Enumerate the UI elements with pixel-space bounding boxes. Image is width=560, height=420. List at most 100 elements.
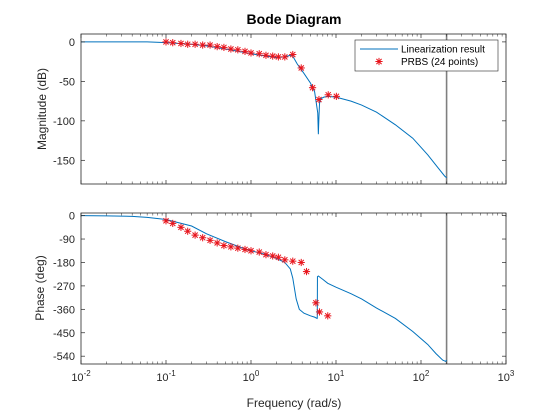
phase-y-tick-label: 0 — [69, 211, 75, 223]
x-tick-label: 10-1 — [156, 369, 176, 384]
legend-prbs-swatch — [375, 57, 383, 66]
magnitude-prbs-point — [169, 39, 177, 47]
star-stroke — [220, 44, 227, 51]
phase-prbs-point — [162, 217, 170, 225]
phase-y-ticks: 0 -90 -180 -270 -360 -450 -540 — [53, 211, 506, 363]
phase-prbs-point — [241, 245, 249, 254]
phase-prbs-point — [177, 223, 185, 231]
star-stroke — [275, 53, 282, 60]
magnitude-y-tick-label: 0 — [69, 37, 75, 49]
star-stroke — [178, 40, 184, 47]
star-stroke — [333, 93, 340, 100]
phase-prbs-point — [312, 299, 320, 307]
x-tick-label-exponent: -1 — [169, 369, 177, 378]
phase-y-tick-label: -540 — [53, 351, 75, 363]
star-stroke — [312, 299, 319, 306]
magnitude-prbs-point — [184, 40, 192, 48]
phase-series-group — [81, 213, 448, 364]
magnitude-prbs-point — [269, 52, 277, 60]
star-stroke — [242, 246, 248, 253]
x-axis-label: Frequency (rad/s) — [247, 396, 342, 410]
star-stroke — [325, 91, 332, 98]
star-stroke — [199, 234, 206, 241]
star-stroke — [256, 50, 263, 57]
phase-plot-area — [81, 213, 506, 364]
star-stroke — [242, 48, 248, 55]
star-stroke — [227, 243, 234, 250]
x-tick-label: 102 — [413, 369, 430, 384]
star-stroke — [214, 239, 221, 246]
legend-prbs-star — [375, 57, 383, 66]
star-stroke — [214, 43, 221, 50]
magnitude-prbs-point — [199, 41, 207, 49]
phase-y-tick-label: -450 — [53, 328, 75, 340]
phase-prbs-point — [234, 244, 242, 252]
legend-box — [354, 39, 499, 72]
star-stroke — [184, 228, 191, 235]
phase-prbs-point — [302, 267, 311, 276]
legend-linearization-label: Linearization result — [401, 45, 485, 56]
magnitude-x-ticks — [80, 34, 507, 184]
legend: Linearization result PRBS (24 points) — [354, 39, 499, 72]
magnitude-prbs-point — [213, 43, 221, 51]
magnitude-prbs-point — [206, 41, 214, 49]
x-tick-label-base: 10 — [413, 372, 425, 384]
star-stroke — [207, 237, 214, 244]
star-stroke — [234, 46, 241, 53]
phase-prbs-point — [315, 308, 324, 316]
star-stroke — [192, 41, 199, 48]
magnitude-prbs-point — [227, 45, 235, 53]
star-stroke — [178, 224, 184, 231]
phase-axes-box — [80, 212, 507, 365]
magnitude-prbs-point — [281, 53, 289, 61]
star-stroke — [269, 53, 276, 60]
phase-prbs-point — [184, 227, 192, 235]
star-stroke — [316, 308, 323, 315]
star-stroke — [207, 42, 214, 48]
magnitude-prbs-point — [262, 51, 270, 59]
star-stroke — [227, 46, 234, 52]
magnitude-y-ticks: 0 -50 -100 -150 — [53, 37, 506, 167]
magnitude-prbs-point — [220, 43, 228, 52]
star-stroke — [199, 42, 206, 48]
star-stroke — [281, 256, 288, 263]
x-tick-label-base: 10 — [71, 372, 83, 384]
magnitude-y-tick-label: -50 — [59, 76, 75, 88]
phase-prbs-point — [281, 256, 289, 264]
phase-y-tick-label: -90 — [59, 234, 75, 246]
star-stroke — [269, 253, 276, 259]
x-tick-label-exponent: 1 — [340, 369, 345, 378]
star-stroke — [309, 84, 316, 91]
phase-prbs-point — [206, 236, 214, 244]
star-stroke — [248, 247, 254, 254]
phase-prbs-point — [269, 252, 277, 260]
magnitude-prbs-point — [315, 95, 323, 104]
phase-prbs-point — [262, 251, 270, 259]
phase-prbs-point — [220, 241, 228, 250]
phase-prbs-point — [289, 257, 297, 265]
star-stroke — [163, 217, 169, 224]
star-stroke — [263, 251, 269, 258]
phase-content — [81, 213, 448, 364]
x-tick-label-base: 10 — [243, 372, 255, 384]
x-tick-label-exponent: 3 — [510, 369, 515, 378]
x-tick-label: 10-2 — [71, 369, 91, 384]
x-tick-label-base: 10 — [156, 372, 168, 384]
magnitude-y-tick-label: -100 — [53, 116, 75, 128]
magnitude-axes-box — [80, 33, 507, 185]
phase-linearization-line — [81, 215, 447, 363]
phase-prbs-point — [247, 247, 255, 255]
star-stroke — [163, 38, 169, 45]
magnitude-prbs-point — [297, 64, 305, 72]
magnitude-prbs-point — [308, 84, 317, 92]
star-stroke — [298, 65, 305, 71]
chart-title: Bode Diagram — [247, 11, 342, 27]
star-stroke — [263, 52, 269, 59]
phase-prbs-point — [274, 253, 282, 261]
legend-prbs-label: PRBS (24 points) — [401, 57, 478, 68]
magnitude-prbs-point — [241, 47, 249, 55]
x-tick-label-base: 10 — [498, 372, 510, 384]
magnitude-y-axis-label: Magnitude (dB) — [35, 68, 49, 150]
phase-prbs-point — [255, 248, 263, 256]
star-stroke — [303, 268, 310, 275]
